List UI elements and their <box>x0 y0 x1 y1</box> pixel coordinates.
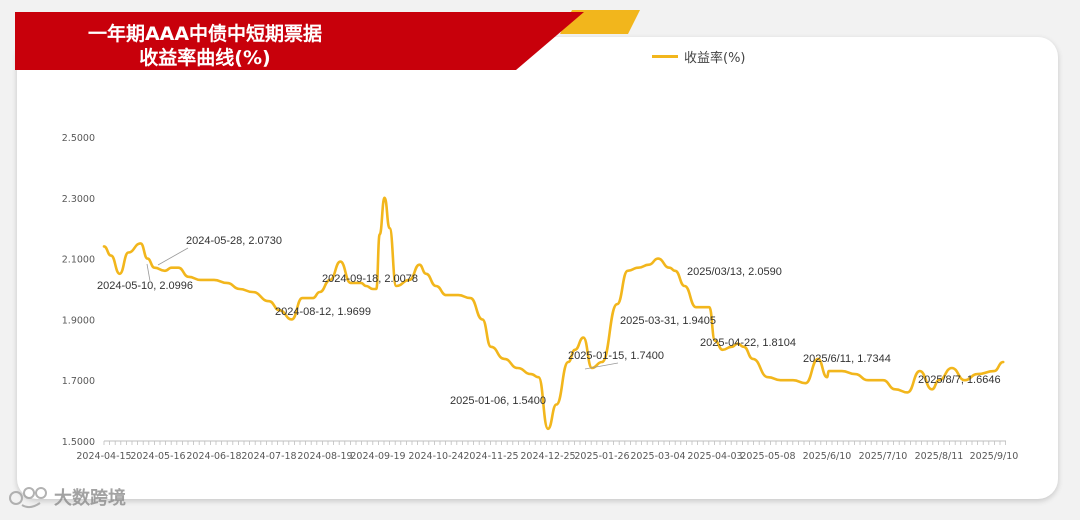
legend: 收益率(%) <box>652 47 746 66</box>
brand-face-icon <box>9 487 47 509</box>
data-label: 2025/03/13, 2.0590 <box>687 266 782 278</box>
annotation-layer: 2024-05-10, 2.0996 2024-05-28, 2.0730 2024… <box>97 235 1001 407</box>
x-tick-label: 2024-10-24 <box>408 451 463 462</box>
data-label: 2024-09-18, 2.0078 <box>322 273 418 285</box>
data-label: 2025-03-31, 1.9405 <box>620 315 716 327</box>
y-tick-label: 2.1000 <box>62 255 95 266</box>
data-label: 2025-01-15, 1.7400 <box>568 350 664 362</box>
series-line <box>102 196 1005 431</box>
annotation-leader <box>584 362 619 370</box>
x-tick-label: 2025-04-03 <box>687 451 742 462</box>
x-tick-label: 2024-08-19 <box>297 451 352 462</box>
chart-title-line1: 一年期AAA中债中短期票据 <box>87 23 323 45</box>
y-tick-label: 1.5000 <box>62 437 95 448</box>
data-label: 2025-01-06, 1.5400 <box>450 395 546 407</box>
x-tick-label: 2024-09-19 <box>350 451 405 462</box>
legend-label: 收益率(%) <box>684 51 746 66</box>
x-tick-label: 2025-01-26 <box>574 451 629 462</box>
x-tick-label: 2025/6/10 <box>803 451 852 462</box>
data-label: 2025-04-22, 1.8104 <box>700 337 796 349</box>
data-label: 2024-08-12, 1.9699 <box>275 306 371 318</box>
x-tick-label: 2025/8/11 <box>915 451 964 462</box>
y-axis: 1.5000 1.7000 1.9000 2.1000 2.3000 2.5000 <box>62 133 95 448</box>
annotation-leader <box>146 263 151 282</box>
x-tick-label: 2024-11-25 <box>463 451 518 462</box>
legend-swatch <box>652 55 678 58</box>
y-tick-label: 1.7000 <box>62 376 95 387</box>
data-label: 2025/8/7, 1.6646 <box>918 374 1001 386</box>
data-label: 2024-05-28, 2.0730 <box>186 235 282 247</box>
watermark-logo: 大数跨境 <box>8 484 126 510</box>
x-tick-label: 2024-12-25 <box>520 451 575 462</box>
watermark-text: 大数跨境 <box>54 488 126 509</box>
annotation-leader <box>157 247 189 266</box>
x-tick-label: 2025-03-04 <box>630 451 685 462</box>
y-tick-label: 1.9000 <box>62 315 95 326</box>
x-tick-label: 2024-06-18 <box>186 451 241 462</box>
x-tick-label: 2025-05-08 <box>740 451 795 462</box>
data-label: 2024-05-10, 2.0996 <box>97 280 193 292</box>
series-layer <box>102 196 1005 431</box>
banner-red-band <box>15 12 584 70</box>
chart-card <box>17 37 1058 499</box>
chart-title-line2: 收益率曲线(%) <box>139 47 271 69</box>
y-tick-label: 2.5000 <box>62 133 95 144</box>
x-tick-label: 2024-07-18 <box>241 451 296 462</box>
banner-accent-stripe <box>560 10 640 34</box>
title-banner <box>15 10 640 70</box>
x-tick-label: 2025/9/10 <box>970 451 1019 462</box>
x-tick-label: 2024-05-16 <box>130 451 185 462</box>
data-label: 2025/6/11, 1.7344 <box>803 353 891 365</box>
x-tick-label: 2025/7/10 <box>859 451 908 462</box>
x-tick-label: 2024-04-15 <box>76 451 131 462</box>
y-tick-label: 2.3000 <box>62 194 95 205</box>
